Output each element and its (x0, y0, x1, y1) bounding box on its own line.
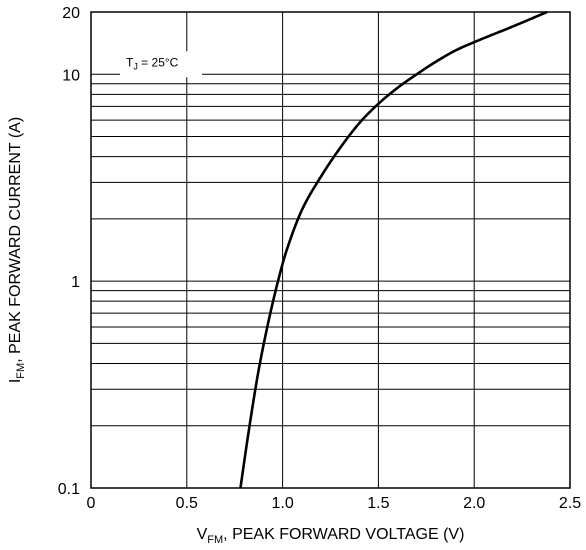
x-tick-label: 0 (87, 495, 96, 512)
y-tick-label: 20 (62, 5, 80, 22)
x-axis-label-main: V (197, 526, 208, 543)
temperature-label: TJ = 25°C (126, 55, 179, 71)
plot-area (239, 10, 548, 489)
y-axis-label-main: I (7, 379, 24, 383)
annotation-rest: = 25°C (138, 55, 179, 69)
x-axis-label: VFM, PEAK FORWARD VOLTAGE (V) (197, 526, 465, 546)
y-axis-label-subscript: FM (15, 363, 27, 379)
forward-voltage-curve (239, 10, 548, 489)
y-tick-label: 0.1 (58, 481, 80, 498)
y-tick-label: 1 (71, 274, 80, 291)
x-tick-labels: 0 0.5 1.0 1.5 2.0 2.5 (87, 495, 582, 512)
plot-frame (90, 11, 571, 489)
x-tick-label: 2.0 (463, 495, 485, 512)
y-tick-labels: 0.1 1 10 20 (58, 5, 80, 498)
annotation-background (120, 51, 202, 78)
y-axis-label-rest: , PEAK FORWARD CURRENT (A) (7, 117, 24, 363)
annotation-main: T (126, 55, 134, 69)
x-tick-label: 0.5 (176, 495, 198, 512)
x-axis-label-rest: , PEAK FORWARD VOLTAGE (V) (223, 526, 464, 543)
x-tick-label: 1.0 (271, 495, 293, 512)
y-axis-label: IFM, PEAK FORWARD CURRENT (A) (7, 117, 27, 383)
x-tick-label: 2.5 (559, 495, 581, 512)
annotation-subscript: J (133, 61, 138, 71)
y-tick-label: 10 (62, 67, 80, 84)
temperature-annotation: TJ = 25°C (120, 51, 202, 78)
x-axis-label-subscript: FM (207, 534, 223, 546)
x-tick-label: 1.5 (367, 495, 389, 512)
